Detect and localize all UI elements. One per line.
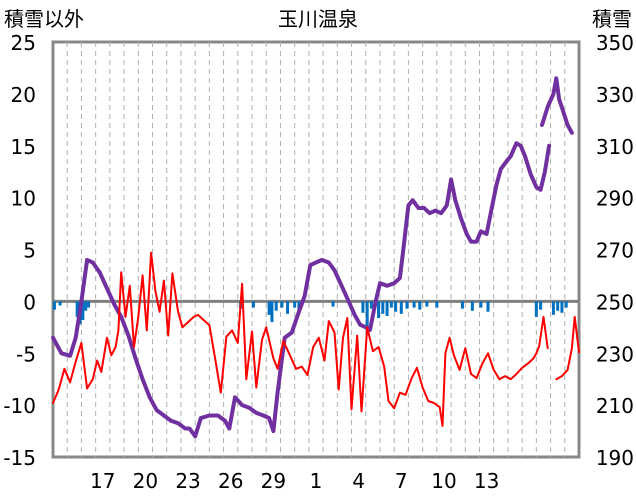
- bar: [267, 301, 271, 315]
- x-tick-label: 23: [175, 469, 200, 493]
- bar: [293, 301, 297, 308]
- bar: [486, 301, 490, 312]
- left-tick-label: 5: [23, 239, 36, 263]
- bar: [412, 301, 416, 308]
- bar: [385, 301, 389, 316]
- plot-frame: [51, 40, 581, 459]
- bar-series: [52, 301, 568, 331]
- bar: [274, 301, 278, 311]
- x-tick-label: 17: [90, 469, 115, 493]
- vertical-gridlines: [66, 42, 566, 457]
- left-tick-label: -15: [3, 446, 36, 470]
- bar: [479, 301, 483, 308]
- bar: [381, 301, 385, 314]
- x-tick-label: 1: [310, 469, 323, 493]
- right-tick-label: 230: [596, 342, 634, 366]
- chart-title: 玉川温泉: [278, 7, 358, 31]
- x-tick-label: 20: [133, 469, 158, 493]
- left-tick-label: 20: [11, 83, 36, 107]
- x-tick-label: 26: [218, 469, 243, 493]
- bar: [556, 301, 560, 311]
- right-tick-label: 290: [596, 187, 634, 211]
- bar: [418, 301, 422, 310]
- right-tick-label: 270: [596, 239, 634, 263]
- bar: [460, 301, 464, 309]
- bar: [425, 301, 429, 307]
- bar: [551, 301, 555, 315]
- left-tick-label: 10: [11, 187, 36, 211]
- left-axis-label: 積雪以外: [4, 7, 84, 31]
- bar: [84, 301, 88, 311]
- bar: [365, 301, 369, 331]
- line-series-group: [51, 76, 580, 439]
- series-line: [52, 251, 549, 427]
- bar: [280, 301, 284, 308]
- series-line: [51, 141, 552, 439]
- bar: [560, 301, 564, 313]
- bar: [87, 301, 91, 308]
- bar: [369, 301, 373, 309]
- bar: [377, 301, 381, 318]
- bar: [58, 301, 62, 306]
- bar: [539, 301, 543, 310]
- bar: [470, 301, 474, 311]
- right-tick-label: 330: [596, 83, 634, 107]
- bar: [394, 301, 398, 312]
- right-axis-ticks: 350 330 310 290 270 250 230 210 190: [596, 31, 634, 470]
- x-tick-label: 7: [395, 469, 408, 493]
- right-axis-label: 積雪: [592, 7, 632, 31]
- bar: [331, 301, 335, 307]
- right-tick-label: 310: [596, 135, 634, 159]
- x-tick-label: 13: [474, 469, 499, 493]
- series-line: [555, 315, 580, 381]
- right-tick-label: 250: [596, 290, 634, 314]
- bar: [405, 301, 409, 309]
- bar: [52, 301, 56, 310]
- left-tick-label: -5: [16, 342, 36, 366]
- bar: [389, 301, 393, 308]
- x-tick-label: 29: [261, 469, 286, 493]
- left-tick-label: 0: [23, 290, 36, 314]
- bar: [361, 301, 365, 313]
- bar: [286, 301, 290, 314]
- x-tick-label: 4: [352, 469, 365, 493]
- series-line: [540, 76, 574, 135]
- bar: [534, 301, 538, 317]
- bar: [81, 301, 85, 321]
- left-tick-label: -10: [3, 394, 36, 418]
- x-tick-label: 10: [431, 469, 456, 493]
- left-axis-ticks: 25 20 15 10 5 0 -5 -10 -15: [3, 31, 36, 470]
- bar: [75, 301, 79, 317]
- bar: [399, 301, 403, 314]
- bar: [564, 301, 568, 308]
- right-tick-label: 190: [596, 446, 634, 470]
- right-tick-label: 210: [596, 394, 634, 418]
- bar: [251, 301, 255, 308]
- bar: [270, 301, 274, 323]
- left-tick-label: 25: [11, 31, 36, 55]
- left-tick-label: 15: [11, 135, 36, 159]
- bar: [435, 301, 439, 308]
- x-axis-ticks: 17 20 23 26 29 1 4 7 10 13: [90, 469, 499, 493]
- right-tick-label: 350: [596, 31, 634, 55]
